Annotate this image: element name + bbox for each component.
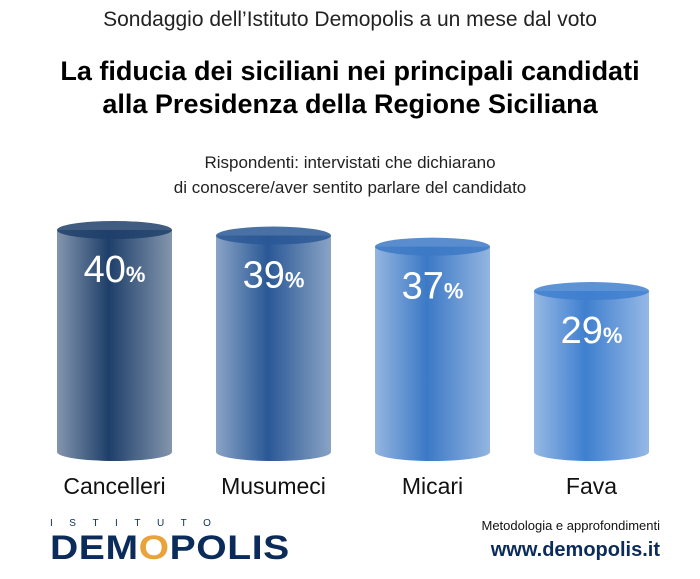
bar-top-cap	[375, 237, 490, 256]
bar-top-cap	[57, 221, 172, 239]
bar-value-label: 39%	[243, 255, 305, 297]
bar-body	[57, 230, 172, 461]
chart-subtitle-line-1: Rispondenti: intervistati che dichiarano	[204, 153, 496, 172]
chart-title-line-2: alla Presidenza della Regione Siciliana	[102, 89, 598, 119]
chart-supertitle: Sondaggio dell’Istituto Demopolis a un m…	[103, 8, 597, 31]
bar-value-label: 37%	[402, 266, 464, 308]
category-label: Fava	[566, 473, 617, 499]
demopolis-logo[interactable]: ISTITUTO DEMOPOLIS	[50, 518, 310, 566]
bar-top-cap	[216, 226, 331, 245]
category-label: Micari	[402, 473, 463, 499]
logo-wordmark-right: POLIS	[169, 529, 290, 567]
footer-url-link[interactable]: www.demopolis.it	[490, 539, 660, 561]
chart-subtitle-line-2: di conoscere/aver sentito parlare del ca…	[173, 178, 527, 197]
chart-title-line-1: La fiducia dei siciliani nei principali …	[60, 56, 640, 86]
category-label: Cancelleri	[63, 473, 165, 499]
logo-istituto-text: ISTITUTO	[50, 518, 228, 529]
chart-title: La fiducia dei siciliani nei principali …	[0, 55, 700, 121]
bar-fava: 29% Fava	[534, 282, 649, 499]
bar-value-label: 29%	[561, 310, 623, 352]
bar-body	[534, 291, 649, 461]
footer-info: Metodologia e approfondimenti www.demopo…	[481, 518, 660, 562]
bar-cancelleri: 40% Cancelleri	[57, 221, 172, 499]
bar-value-label: 40%	[84, 249, 146, 291]
logo-wordmark-accent: O	[138, 529, 170, 567]
bar-top-cap	[534, 282, 649, 301]
bar-micari: 37% Micari	[375, 237, 490, 499]
bar-body	[375, 246, 490, 461]
bar-body	[216, 235, 331, 461]
bar-musumeci: 39% Musumeci	[216, 226, 331, 499]
footer-note: Metodologia e approfondimenti	[481, 518, 660, 533]
chart-subtitle: Rispondenti: intervistati che dichiarano…	[0, 150, 700, 200]
category-label: Musumeci	[221, 473, 326, 499]
logo-wordmark-left: DEM	[50, 529, 139, 567]
logo-wordmark: DEMOPOLIS	[50, 530, 349, 566]
